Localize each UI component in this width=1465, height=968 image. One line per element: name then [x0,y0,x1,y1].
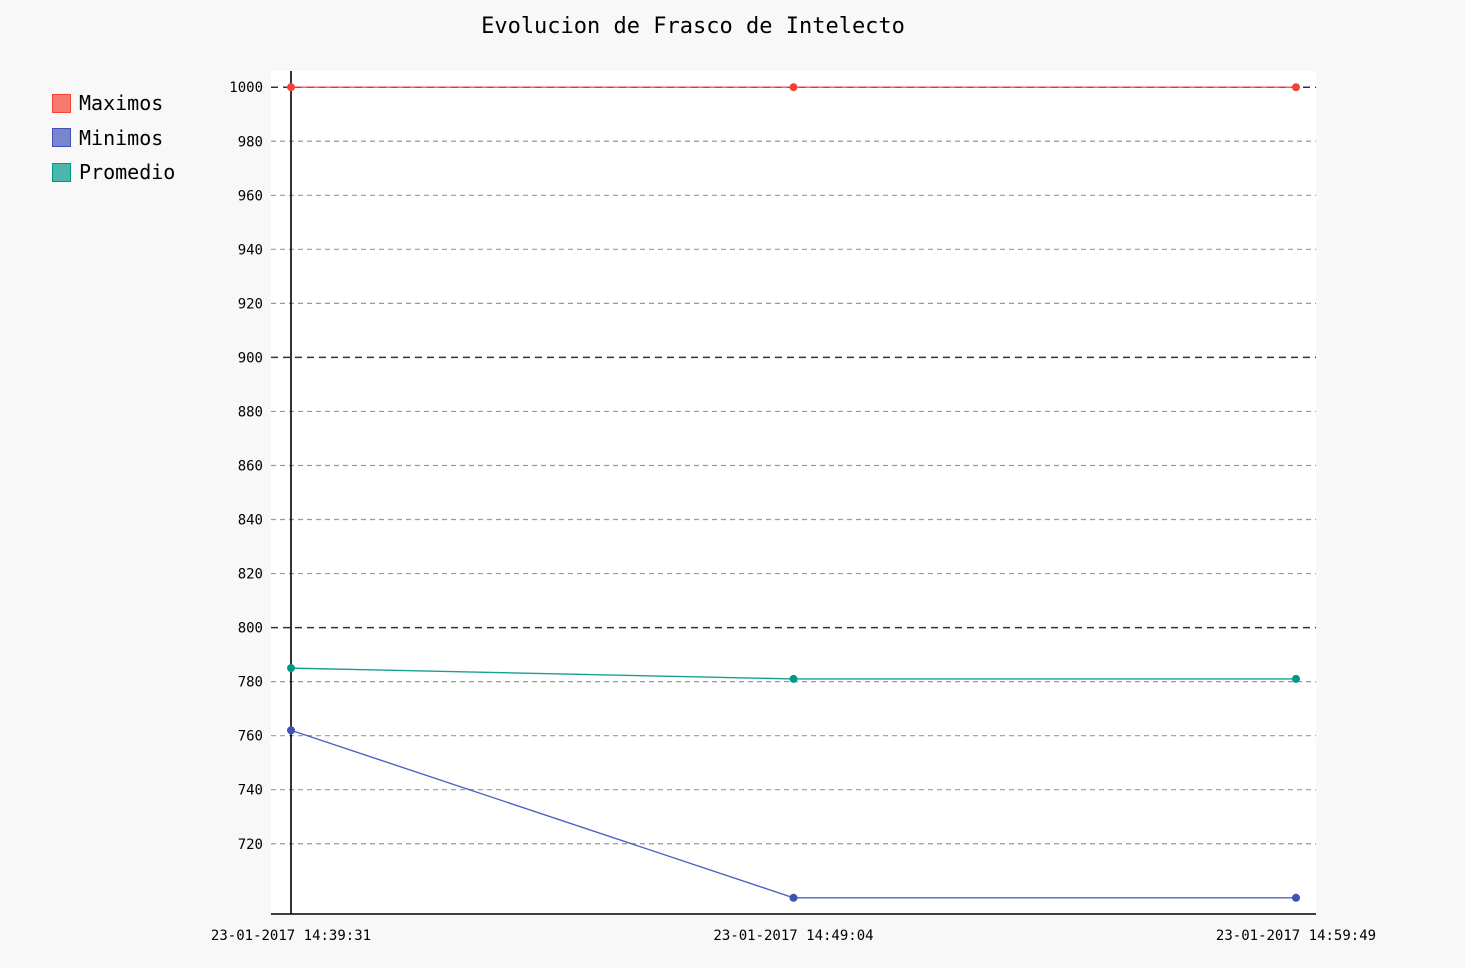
legend: Maximos Minimos Promedio [52,86,175,190]
y-tick-label-780: 780 [238,675,263,691]
legend-item-maximos[interactable]: Maximos [52,86,175,121]
data-point-promedio-1 [789,674,798,683]
y-tick-label-840: 840 [238,513,263,529]
legend-label-minimos: Minimos [79,125,164,150]
data-point-minimos-1 [789,893,798,902]
x-tick-label-0: 23-01-2017 14:39:31 [211,928,371,944]
legend-swatch-promedio [52,162,71,182]
x-tick-label-2: 23-01-2017 14:59:49 [1216,928,1376,944]
legend-item-promedio[interactable]: Promedio [52,155,175,190]
x-tick-label-1: 23-01-2017 14:49:04 [713,928,873,944]
chart-title: Evolucion de Frasco de Intelecto [481,14,905,39]
legend-swatch-minimos [52,128,71,148]
legend-swatch-maximos [52,93,71,113]
y-tick-label-820: 820 [238,567,263,583]
y-tick-label-900: 900 [238,350,263,366]
plot-area [271,71,1316,914]
data-point-promedio-0 [287,664,295,673]
data-point-minimos-0 [287,726,295,735]
y-tick-label-760: 760 [238,729,263,745]
y-tick-label-800: 800 [238,621,263,637]
data-point-maximos-2 [1292,83,1300,92]
y-tick-label-940: 940 [238,242,263,258]
y-tick-label-980: 980 [238,134,263,150]
data-point-maximos-1 [789,83,798,92]
data-point-maximos-0 [287,83,295,92]
y-tick-label-960: 960 [238,188,263,204]
data-point-minimos-2 [1292,893,1300,902]
y-tick-label-860: 860 [238,458,263,474]
y-tick-label-920: 920 [238,296,263,312]
legend-label-promedio: Promedio [79,160,176,185]
y-tick-label-1000: 1000 [229,80,263,96]
y-tick-label-720: 720 [238,837,263,853]
legend-label-maximos: Maximos [79,91,164,116]
y-tick-label-740: 740 [238,783,263,799]
legend-item-minimos[interactable]: Minimos [52,121,175,156]
data-point-promedio-2 [1292,674,1300,683]
y-tick-label-880: 880 [238,404,263,420]
